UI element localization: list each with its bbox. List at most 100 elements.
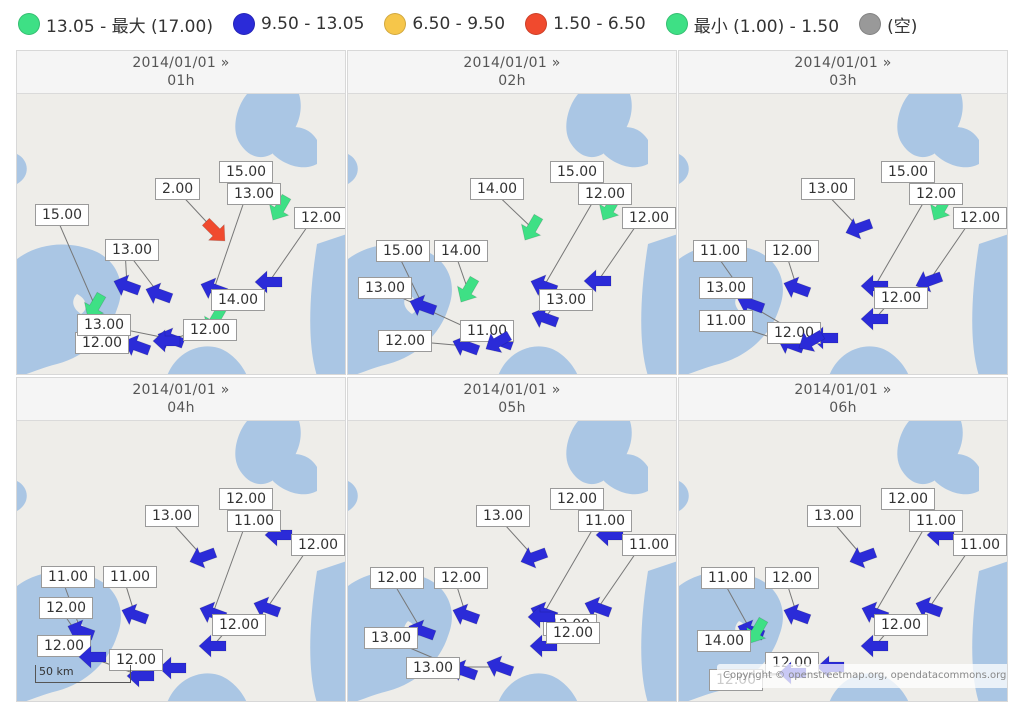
station-value-label: 2.00 — [155, 178, 201, 200]
legend-item-high[interactable]: 9.50 - 13.05 — [232, 13, 365, 35]
station-value-label: 14.00 — [434, 240, 489, 262]
station-value-label: 13.00 — [699, 277, 754, 299]
station-value-label: 12.00 — [874, 287, 929, 309]
panel-hour: 02h — [498, 73, 526, 89]
map-area[interactable]: 13.00 12.00 11.00 12.00 11.00 11.00 14.00 12.00… — [679, 421, 1007, 701]
legend-item-low[interactable]: 1.50 - 6.50 — [525, 13, 646, 35]
water-area — [604, 454, 648, 495]
station-value-label: 13.00 — [358, 277, 413, 299]
water-area — [935, 127, 979, 168]
panel-date-link[interactable]: 2014/01/01 » — [463, 382, 561, 398]
station-value-label: 15.00 — [376, 240, 431, 262]
legend-swatch — [665, 13, 688, 35]
station-value-label: 13.00 — [364, 627, 419, 649]
panel-date-link[interactable]: 2014/01/01 » — [132, 382, 230, 398]
legend-label: 最小 (1.00) - 1.50 — [693, 16, 840, 37]
station-value-label: 12.00 — [370, 567, 425, 589]
legend-label: 6.50 - 9.50 — [412, 14, 506, 34]
scale-bar: 50 km — [35, 665, 131, 683]
map-area[interactable]: 2.0015.0013.0013.0012.0015.0013.0014.001… — [17, 94, 345, 374]
station-value-label: 11.00 — [699, 310, 754, 332]
station-value-label: 13.00 — [227, 183, 282, 205]
leader-line — [212, 519, 248, 614]
station-value-label: 15.00 — [35, 204, 90, 226]
legend-label: 13.05 - 最大 (17.00) — [46, 16, 213, 37]
map-panel-5: 2014/01/01 » 05h 13.00 12.00 12.00 12.00 11.00… — [347, 377, 677, 702]
panel-date-link[interactable]: 2014/01/01 » — [794, 382, 892, 398]
panel-header: 2014/01/01 » 03h — [679, 51, 1007, 94]
panel-date-link[interactable]: 2014/01/01 » — [463, 55, 561, 71]
water-area — [273, 454, 317, 495]
legend: 13.05 - 最大 (17.00) 9.50 - 13.05 6.50 - 9… — [18, 8, 1024, 40]
station-value-label: 12.00 — [765, 240, 820, 262]
station-value-label: 12.00 — [765, 567, 820, 589]
water-area — [167, 673, 247, 701]
leader-line — [543, 519, 599, 614]
legend-label: 9.50 - 13.05 — [260, 14, 365, 34]
map-grid: 2014/01/01 »01h2.0015.0013.0013.0012.001… — [16, 50, 1009, 702]
map-area[interactable]: 14.00 15.00 15.00 14.00 12.00 12.00 13.00 12.00… — [348, 94, 676, 374]
panel-hour: 01h — [167, 73, 195, 89]
station-value-label: 14.00 — [470, 178, 525, 200]
legend-item-max[interactable]: 13.05 - 最大 (17.00) — [18, 12, 213, 37]
water-area — [641, 561, 676, 701]
station-value-label: 12.00 — [37, 635, 92, 657]
water-area — [498, 673, 578, 701]
water-area — [348, 481, 358, 511]
station-value-label: 11.00 — [227, 510, 282, 532]
station-value-label: 11.00 — [909, 510, 964, 532]
map-copyright[interactable]: Copyright © openstreetmap.org, opendatac… — [717, 664, 1007, 688]
water-area — [679, 154, 689, 184]
map-panel-1: 2014/01/01 »01h2.0015.0013.0013.0012.001… — [16, 50, 346, 375]
station-value-label: 11.00 — [701, 567, 756, 589]
station-value-label: 11.00 — [41, 566, 96, 588]
station-value-label: 12.00 — [291, 534, 345, 556]
water-area — [310, 234, 345, 374]
map-panel-3: 2014/01/01 » 03h 13.00 15.00 11.00 12.00 12.00… — [678, 50, 1008, 375]
station-value-label: 15.00 — [881, 161, 936, 183]
leader-line — [213, 192, 248, 290]
station-value-label: 12.00 — [434, 567, 489, 589]
legend-item-mid[interactable]: 6.50 - 9.50 — [384, 13, 505, 35]
leader-line — [874, 192, 930, 287]
legend-swatch — [384, 13, 407, 35]
station-value-label: 12.00 — [294, 207, 345, 229]
water-area — [348, 154, 358, 184]
map-panel-6: 2014/01/01 » 06h 13.00 12.00 11.00 12.00 11.00… — [678, 377, 1008, 702]
land-area — [73, 294, 86, 314]
station-value-label: 11.00 — [693, 240, 748, 262]
panel-date-link[interactable]: 2014/01/01 » — [132, 55, 230, 71]
water-area — [17, 481, 27, 511]
map-panel-4: 2014/01/01 » 04h 13.00 12.00 11.00 11.00 11.00… — [16, 377, 346, 702]
station-value-label: 11.00 — [578, 510, 633, 532]
station-value-label: 15.00 — [219, 161, 274, 183]
panel-hour: 06h — [829, 400, 857, 416]
panel-hour: 05h — [498, 400, 526, 416]
station-value-label: 12.00 — [219, 488, 274, 510]
station-value-label: 12.00 — [909, 183, 964, 205]
station-value-label: 12.00 — [109, 649, 164, 671]
water-area — [935, 454, 979, 495]
legend-item-min[interactable]: 最小 (1.00) - 1.50 — [665, 12, 840, 37]
panel-header: 2014/01/01 » 05h — [348, 378, 676, 421]
panel-header: 2014/01/01 » 01h — [17, 51, 345, 94]
panel-hour: 04h — [167, 400, 195, 416]
station-value-label: 12.00 — [578, 183, 633, 205]
water-area — [679, 481, 689, 511]
map-area[interactable]: 13.00 12.00 12.00 12.00 11.00 11.00 13.00 13.00… — [348, 421, 676, 701]
panel-date-link[interactable]: 2014/01/01 » — [794, 55, 892, 71]
legend-item-empty[interactable]: (空) — [859, 12, 917, 37]
station-value-label: 14.00 — [697, 630, 752, 652]
map-panel-2: 2014/01/01 » 02h 14.00 15.00 15.00 14.00 12.00… — [347, 50, 677, 375]
station-value-label: 12.00 — [874, 614, 929, 636]
leader-line — [874, 519, 930, 614]
station-value-label: 13.00 — [105, 239, 160, 261]
leader-line — [543, 192, 599, 287]
map-area[interactable]: 13.00 12.00 11.00 11.00 11.00 12.00 12.00 12.00… — [17, 421, 345, 701]
leader-line — [54, 213, 96, 307]
legend-swatch — [525, 13, 548, 35]
map-area[interactable]: 13.00 15.00 11.00 12.00 12.00 12.00 11.00 12.00… — [679, 94, 1007, 374]
legend-swatch — [859, 13, 882, 35]
station-value-label: 13.00 — [77, 314, 132, 336]
station-value-label: 12.00 — [378, 330, 433, 352]
